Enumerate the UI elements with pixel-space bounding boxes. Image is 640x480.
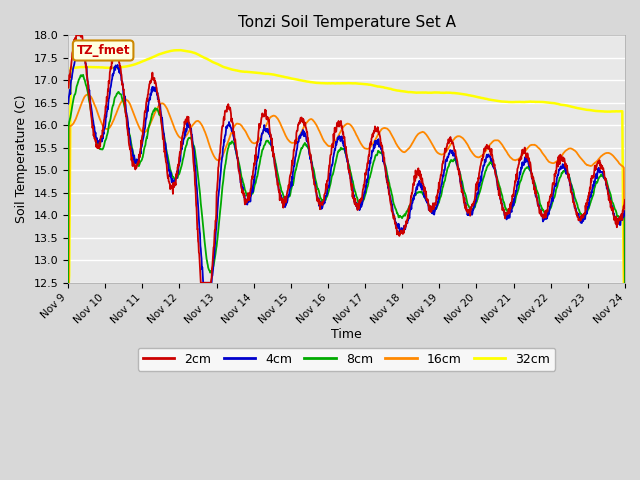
Y-axis label: Soil Temperature (C): Soil Temperature (C): [15, 95, 28, 223]
Legend: 2cm, 4cm, 8cm, 16cm, 32cm: 2cm, 4cm, 8cm, 16cm, 32cm: [138, 348, 555, 371]
Title: Tonzi Soil Temperature Set A: Tonzi Soil Temperature Set A: [237, 15, 456, 30]
X-axis label: Time: Time: [331, 328, 362, 341]
Text: TZ_fmet: TZ_fmet: [76, 44, 130, 57]
